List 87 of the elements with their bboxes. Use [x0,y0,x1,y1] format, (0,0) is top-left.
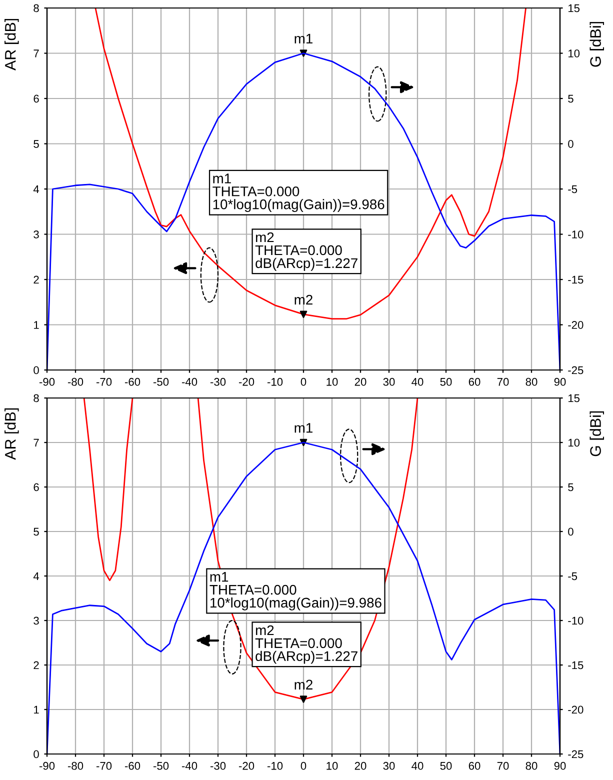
y-tick-label: 6 [34,483,39,492]
y-tick-label: 5 [34,528,39,536]
x-tick-label: -30 [210,762,226,770]
x-tick-label: 20 [354,378,366,386]
y-tick-label: 3 [34,616,39,625]
x-tick-label: 30 [383,762,395,770]
x-tick-label: 60 [468,762,480,770]
y2-tick-label: -15 [568,661,584,670]
annotation: m1 THETA=0.000 10*log10(mag(Gain))=9.986 [210,572,382,610]
y-tick-label: 2 [34,661,39,670]
annotation: m1 [294,423,312,433]
x-tick-label: -70 [96,378,112,386]
x-tick-label: -20 [238,762,254,770]
annotation: m2 [294,294,312,305]
x-tick-label: -90 [39,762,55,770]
x-tick-label: -50 [153,378,169,386]
y2-tick-label: 15 [568,4,580,12]
y-axis-title: AR [dB] [4,18,19,70]
x-tick-label: -10 [267,378,283,386]
y2-tick-label: 0 [568,140,574,148]
y-tick-label: 1 [34,706,39,714]
x-tick-label: 90 [554,378,566,386]
x-tick-label: -60 [124,762,140,770]
x-tick-label: -60 [124,378,140,386]
x-tick-label: 40 [412,762,424,770]
y-tick-label: 8 [34,394,39,402]
x-tick-label: 10 [326,378,338,386]
x-tick-label: 80 [526,378,538,386]
annotation: m2 THETA=0.000 dB(ARcp)=1.227 [255,625,358,664]
y2-tick-label: 10 [568,50,580,58]
y2-tick-label: -15 [568,276,584,284]
x-tick-label: -80 [68,378,84,386]
x-tick-label: -20 [238,378,254,386]
x-tick-label: 80 [526,762,538,770]
y2-axis-title: G [dBi] [590,22,604,67]
x-tick-label: -30 [210,378,226,386]
x-tick-label: -50 [153,762,169,770]
x-tick-label: -10 [267,762,283,770]
annotation: m1 [294,34,312,44]
y-tick-label: 4 [33,572,40,580]
y-tick-label: 6 [34,94,39,103]
y-tick-label: 0 [34,366,39,374]
y2-tick-label: -20 [568,706,584,714]
annotation: m2 [294,680,312,690]
x-tick-label: 60 [468,378,480,386]
y2-axis-title: G [dBi] [590,411,604,456]
line-series [94,8,526,320]
x-tick-label: -40 [182,378,198,386]
y-tick-label: 4 [33,185,40,194]
y-tick-label: 3 [34,230,39,238]
y2-tick-label: -5 [568,572,578,580]
x-tick-label: 10 [326,762,338,770]
annotation: m2 THETA=0.000 dB(ARcp)=1.227 [255,232,358,271]
y-axis-title: AR [dB] [4,408,19,460]
x-tick-label: 50 [440,762,452,770]
x-tick-label: 50 [440,378,452,386]
annotation: m1 THETA=0.000 10*log10(mag(Gain))=9.986 [212,174,384,212]
y2-tick-label: 5 [568,94,574,103]
x-tick-label: -70 [96,762,112,770]
y2-tick-label: -10 [568,616,584,625]
x-tick-label: 70 [497,378,509,386]
x-tick-label: 0 [300,378,306,386]
x-tick-label: 40 [412,378,424,386]
x-tick-label: -40 [182,762,198,770]
y2-tick-label: -25 [568,366,584,374]
y-tick-label: 8 [34,4,39,12]
y-tick-label: 5 [34,140,39,148]
y-tick-label: 1 [34,321,39,329]
y2-tick-label: -25 [568,750,584,758]
y-tick-label: 0 [34,750,39,758]
x-tick-label: 20 [354,762,366,770]
x-tick-label: 70 [497,762,509,770]
x-tick-label: 30 [383,378,395,386]
y2-tick-label: -20 [568,321,584,329]
y-tick-label: 7 [34,50,39,58]
y-tick-label: 2 [34,276,39,284]
y2-tick-label: -10 [568,230,584,238]
x-tick-label: 0 [300,762,306,770]
y2-tick-label: 10 [568,438,580,447]
y2-tick-label: 15 [568,394,580,402]
y2-tick-label: 0 [568,528,574,536]
x-tick-label: -90 [39,378,55,386]
x-tick-label: 90 [554,762,566,770]
x-tick-label: -80 [68,762,84,770]
y-tick-label: 7 [34,438,39,447]
y2-tick-label: -5 [568,185,578,194]
y2-tick-label: 5 [568,483,574,492]
